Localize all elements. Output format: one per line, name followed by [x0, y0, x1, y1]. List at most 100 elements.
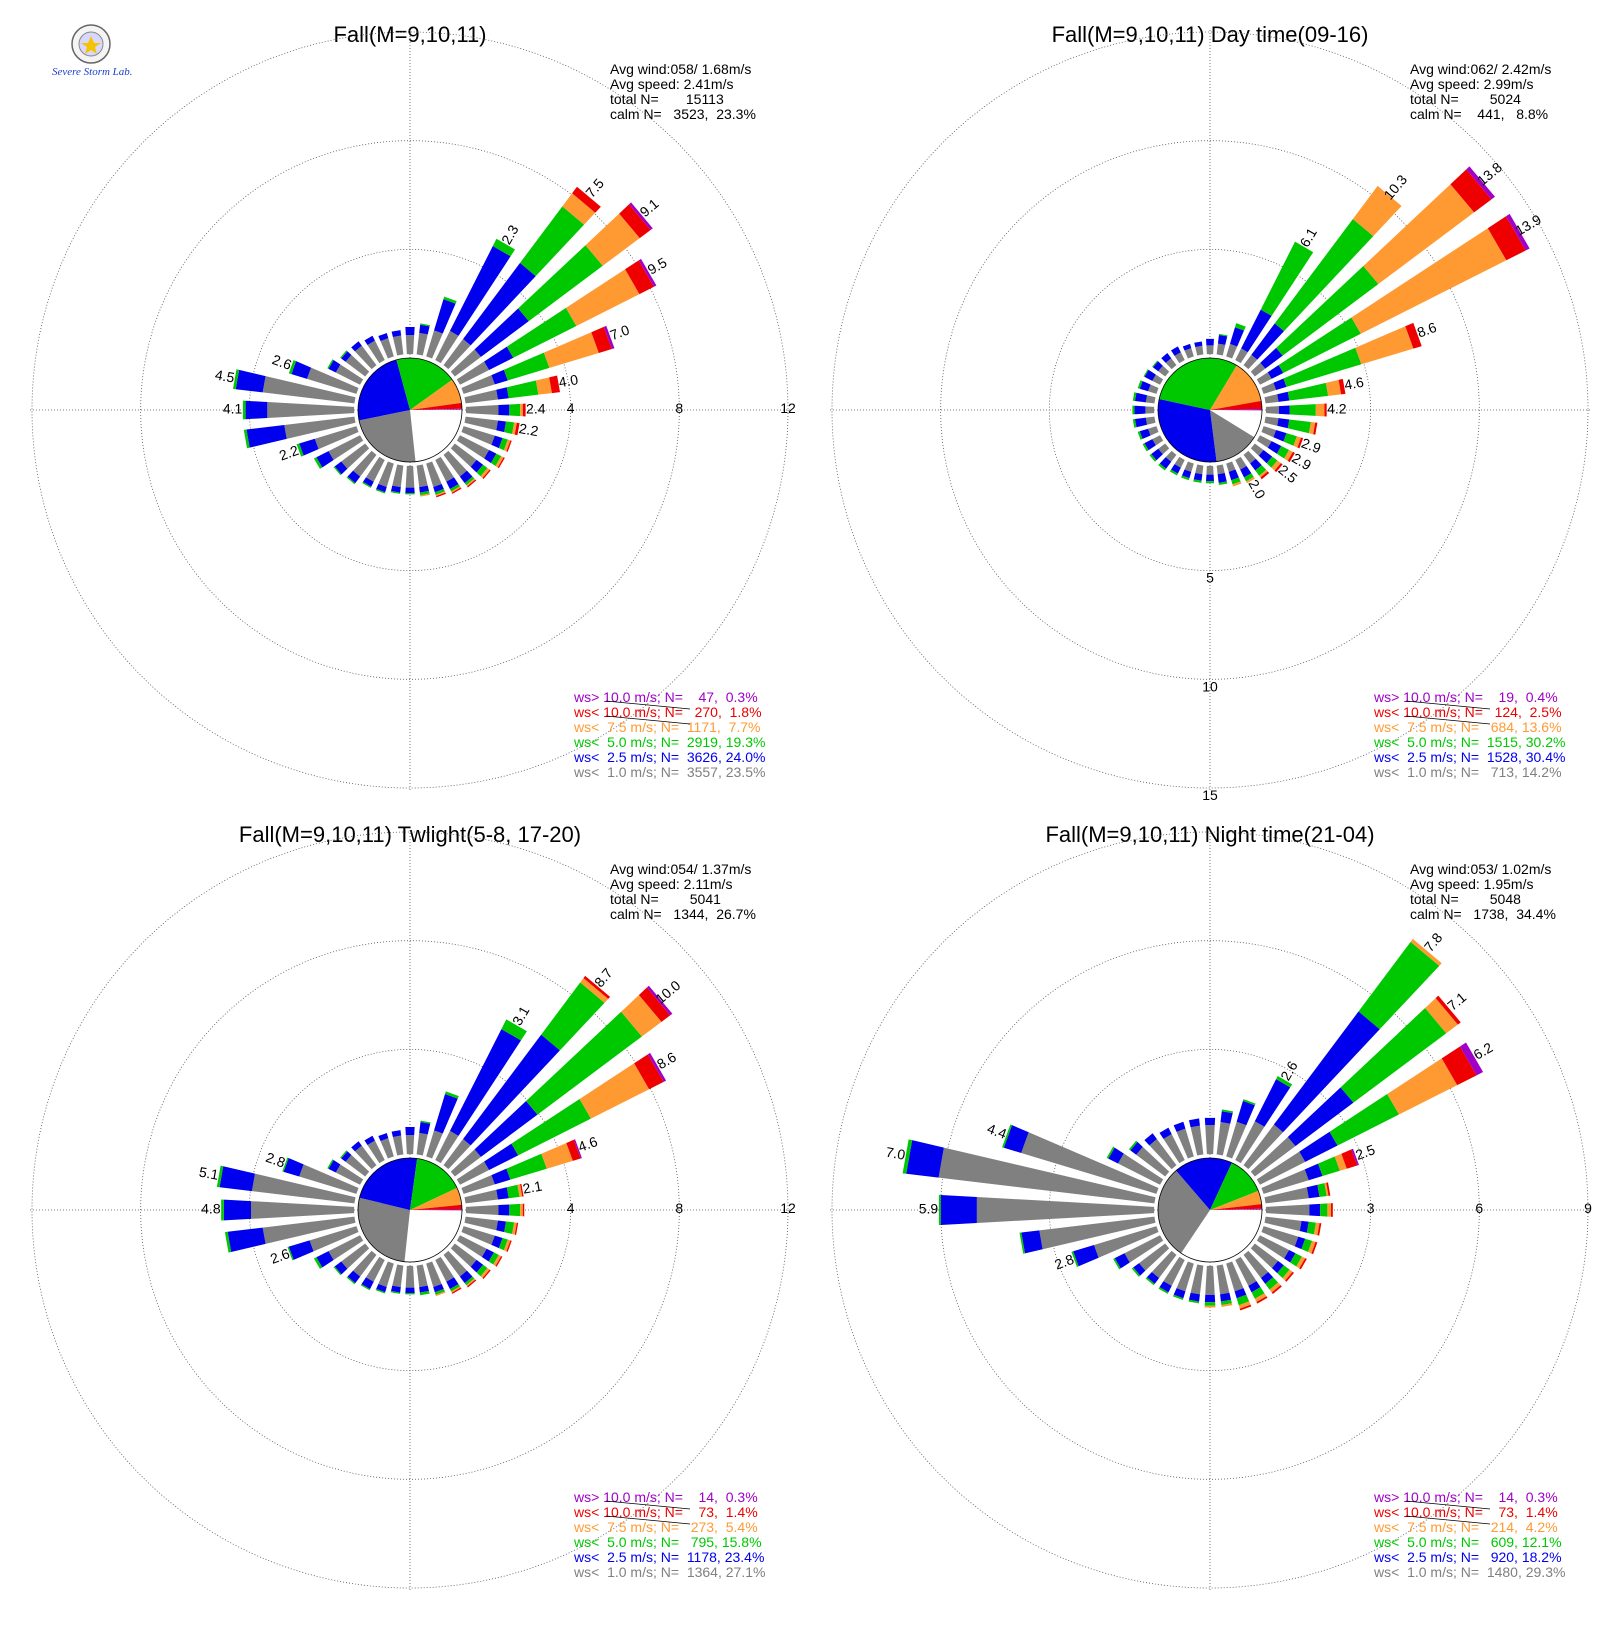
- bar-segment-lt1: [416, 1132, 428, 1156]
- bar-label: 2.6: [268, 1245, 292, 1267]
- bar-segment-lt1: [262, 376, 356, 404]
- bar-segment-lt7_5: [1410, 938, 1442, 966]
- bar-segment-lt2_5: [1234, 1288, 1247, 1299]
- wind-bar: [1243, 1250, 1282, 1294]
- bar-segment-lt5: [313, 1257, 323, 1269]
- bar-segment-lt2_5: [341, 1151, 352, 1162]
- bar-segment-lt7_5: [621, 994, 662, 1037]
- wind-bar: [1250, 443, 1283, 473]
- bar-segment-gt10: [1351, 1148, 1359, 1166]
- windrose-panel-twilight: Fall(M=9,10,11) Twlight(5-8, 17-20)4 8 123…: [30, 822, 796, 1590]
- wind-bar: [1235, 241, 1314, 364]
- bar-segment-lt5: [1276, 266, 1379, 356]
- bar-segment-gt10: [573, 1139, 582, 1159]
- bar-segment-lt5: [504, 421, 515, 434]
- bar-segment-lt7_5: [466, 1278, 476, 1287]
- bar-segment-lt1: [1235, 348, 1248, 364]
- grid-ring: [31, 831, 789, 1589]
- bar-segment-gt10: [1466, 166, 1495, 200]
- bar-segment-lt2_5: [1217, 334, 1228, 345]
- bar-segment-lt5: [1231, 477, 1241, 485]
- bar-segment-lt7_5: [535, 377, 552, 395]
- ring-label: 12: [780, 400, 796, 416]
- wind-bar: [327, 359, 364, 385]
- bar-segment-lt10: [619, 204, 651, 239]
- legend-entry: ws< 7.5 m/s; N= 1171, 7.7%: [573, 719, 761, 735]
- bar-segment-lt1: [309, 1226, 359, 1252]
- bar-segment-lt2_5: [391, 485, 401, 493]
- bar-segment-lt1: [251, 1201, 355, 1219]
- bar-segment-lt10: [1338, 378, 1346, 395]
- wind-bar: [313, 435, 364, 469]
- bar-segment-lt1: [456, 361, 490, 385]
- wind-bar: [1152, 360, 1170, 377]
- wind-bar: [1205, 465, 1215, 484]
- bar-segment-lt2_5: [376, 1283, 387, 1293]
- bar-segment-lt2_5: [1217, 472, 1227, 483]
- bar-segment-lt2_5: [1144, 1133, 1157, 1146]
- wind-bar: [390, 464, 404, 494]
- bar-segment-lt5: [520, 206, 585, 277]
- wind-bar: [364, 335, 385, 364]
- bar-segment-lt2_5: [1193, 472, 1203, 481]
- bar-segment-lt7_5: [580, 978, 609, 1003]
- bar-segment-lt2_5: [1299, 1220, 1309, 1233]
- bar-segment-lt5: [346, 476, 356, 485]
- bar-segment-lt7_5: [565, 269, 640, 326]
- bar-label: 2.5: [1353, 1141, 1377, 1163]
- bar-segment-lt2_5: [484, 346, 514, 371]
- bar-segment-lt7_5: [543, 332, 599, 368]
- bar-segment-lt1: [426, 330, 443, 359]
- wind-bar: [333, 1243, 370, 1276]
- wind-bar: [1261, 1226, 1318, 1255]
- bar-segment-lt1: [1256, 1151, 1306, 1185]
- bar-segment-lt1: [450, 349, 481, 377]
- logo: Severe Storm Lab.: [48, 22, 148, 84]
- bar-segment-lt1: [1190, 1264, 1204, 1295]
- bar-segment-lt10: [1285, 1271, 1294, 1282]
- grid-ring: [140, 940, 680, 1480]
- bar-segment-lt2_5: [463, 1034, 560, 1146]
- bar-segment-lt2_5: [496, 420, 507, 433]
- bar-segment-lt5: [390, 1290, 401, 1294]
- logo-text: Severe Storm Lab.: [52, 66, 133, 78]
- bar-segment-lt5: [221, 1199, 224, 1221]
- bar-segment-lt10: [625, 260, 654, 295]
- bar-segment-lt5: [333, 1266, 342, 1276]
- pie-slice-lt2_5: [359, 1158, 418, 1210]
- bar-segment-lt5: [362, 481, 372, 488]
- wind-bar: [1235, 1256, 1268, 1304]
- bar-segment-lt2_5: [334, 1261, 348, 1275]
- bar-segment-lt10: [566, 1139, 581, 1161]
- bar-segment-lt1: [456, 1235, 487, 1258]
- legend-entry: ws< 5.0 m/s; N= 609, 12.1%: [1373, 1534, 1562, 1550]
- pie-slice-lt10: [1210, 400, 1262, 410]
- bar-segment-lt5: [1188, 1299, 1200, 1304]
- legend-entry: ws< 5.0 m/s; N= 1515, 30.2%: [1373, 734, 1565, 750]
- pie-slice-lt5: [1159, 358, 1237, 410]
- bar-segment-lt1: [251, 1173, 356, 1204]
- legend-strike: [605, 1500, 691, 1510]
- bar-segment-lt5: [503, 352, 550, 381]
- stat-line: Avg wind:054/ 1.37m/s: [610, 861, 751, 877]
- wind-bar: [450, 1243, 491, 1280]
- wind-bar: [443, 1250, 477, 1288]
- bar-segment-lt2_5: [1258, 450, 1273, 464]
- bar-segment-gt10: [629, 202, 653, 230]
- legend-entry: ws< 10.0 m/s; N= 270, 1.8%: [573, 704, 762, 720]
- stat-line: Avg speed: 2.41m/s: [610, 76, 733, 92]
- bar-segment-lt5: [1306, 1221, 1316, 1235]
- bar-segment-lt2_5: [1182, 343, 1192, 351]
- bar-segment-lt10: [506, 1240, 512, 1252]
- bar-segment-lt10: [436, 492, 446, 498]
- bar-segment-lt2_5: [1248, 1281, 1261, 1293]
- bar-segment-lt7_5: [466, 478, 476, 487]
- legend-entry: ws> 10.0 m/s; N= 47, 0.3%: [573, 689, 758, 705]
- wind-bar: [443, 450, 477, 488]
- bar-segment-lt2_5: [1273, 1011, 1380, 1133]
- bar-segment-lt1: [443, 1250, 467, 1277]
- bar-segment-lt5: [1234, 323, 1246, 331]
- bar-segment-lt2_5: [1144, 439, 1156, 451]
- bar-segment-lt1: [1145, 416, 1156, 425]
- bar-segment-lt5: [488, 1252, 499, 1265]
